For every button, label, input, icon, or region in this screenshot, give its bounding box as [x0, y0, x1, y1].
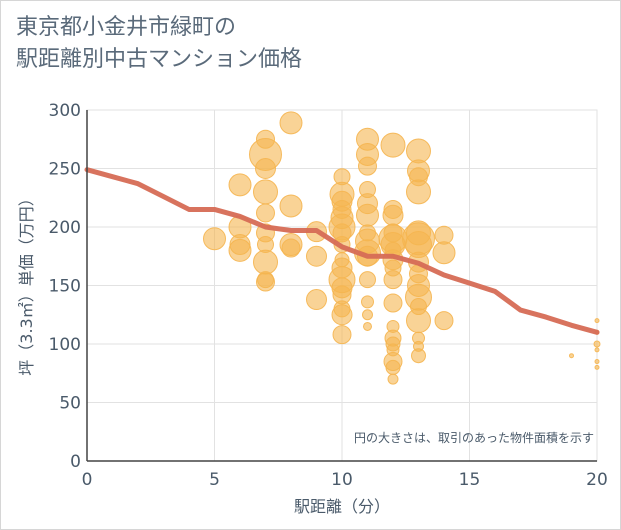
x-tick-label: 0: [82, 470, 93, 490]
bubble-point: [331, 304, 353, 326]
bubble-point: [279, 194, 303, 218]
bubble-point: [406, 179, 431, 205]
bubble-point: [203, 227, 226, 251]
bubble-point: [356, 203, 379, 227]
chart-title: 東京都小金井市緑町の 駅距離別中古マンション価格: [16, 12, 302, 76]
bubble-point: [382, 204, 404, 226]
bubble-layer: [203, 111, 601, 385]
bubble-point: [383, 293, 403, 313]
bubble-point: [411, 348, 426, 364]
bubble-point: [434, 311, 454, 331]
bubble-point: [387, 373, 399, 385]
y-tick-label: 50: [59, 394, 81, 414]
bubble-point: [306, 245, 327, 267]
bubble-point: [361, 295, 374, 309]
x-axis-title: 駅距離（分）: [294, 497, 390, 516]
bubble-point: [279, 111, 303, 135]
y-tick-label: 250: [49, 160, 81, 180]
bubble-point: [594, 318, 600, 324]
y-tick-label: 0: [70, 452, 81, 472]
trend-line: [84, 167, 600, 335]
y-tick-label: 300: [49, 101, 81, 121]
bubble-point: [359, 271, 376, 289]
y-tick-label: 200: [49, 218, 81, 238]
bubble-point: [228, 238, 252, 262]
bubble-point: [228, 173, 252, 197]
bubble-point: [255, 158, 276, 179]
y-axis-title: 坪（3.3㎡）単価（万円）: [17, 190, 36, 375]
x-tick-label: 5: [209, 470, 220, 490]
trend-layer: [84, 167, 600, 335]
bubble-point: [432, 241, 456, 265]
bubble-point: [332, 325, 352, 345]
bubble-point: [256, 272, 275, 292]
bubble-point: [363, 321, 372, 331]
bubble-point: [594, 359, 600, 365]
bubble-point: [281, 238, 301, 258]
bubble-point: [380, 132, 406, 158]
bubble-point: [594, 364, 600, 370]
bubble-point: [594, 347, 600, 353]
x-tick-label: 10: [331, 470, 353, 490]
x-tick-label: 20: [586, 470, 608, 490]
bubble-point: [593, 340, 601, 348]
bubble-size-note: 円の大きさは、取引のあった物件面積を示す: [354, 430, 594, 445]
bubble-point: [253, 179, 278, 205]
bubble-point: [569, 353, 574, 359]
x-tick-label: 15: [459, 470, 481, 490]
axes: 0 50 100 150 200 250 300 0 5 10 15 20: [49, 101, 608, 490]
bubble-point: [256, 203, 275, 223]
bubble-point: [362, 309, 373, 321]
bubble-point: [358, 156, 377, 176]
bubble-point: [385, 359, 401, 375]
chart-title-line2: 駅距離別中古マンション価格: [16, 47, 303, 72]
bubble-point: [253, 249, 278, 275]
y-tick-label: 100: [49, 335, 81, 355]
bubble-point: [383, 270, 403, 290]
y-tick-label: 150: [49, 277, 81, 297]
bubble-point: [306, 289, 327, 311]
chart-title-line1: 東京都小金井市緑町の: [16, 15, 237, 40]
bubble-point: [406, 308, 431, 334]
